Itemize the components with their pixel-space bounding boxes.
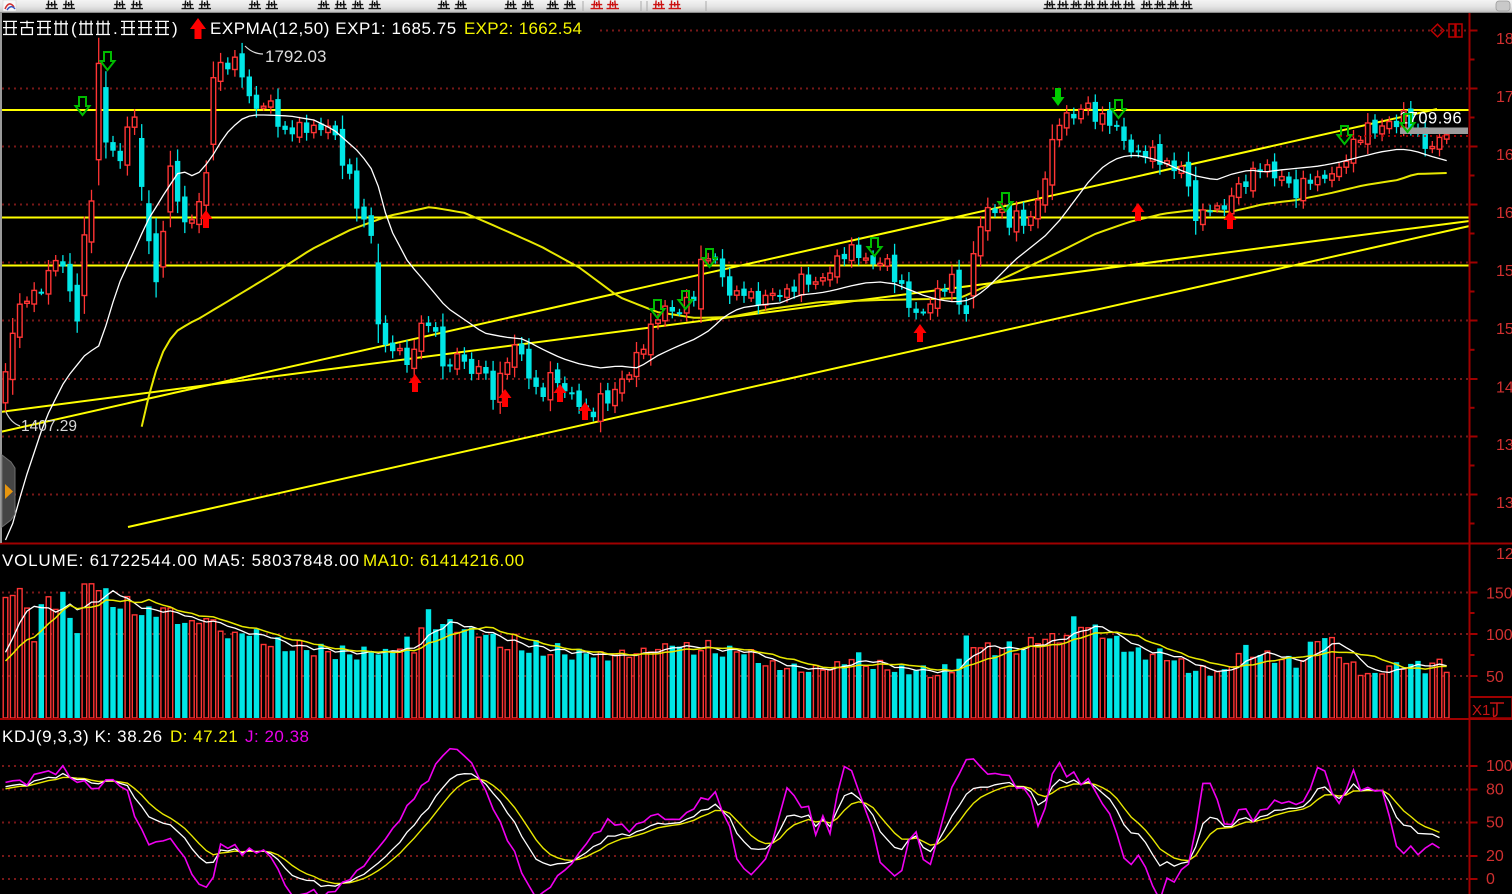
svg-text:KDJ(9,3,3) K: 38.26: KDJ(9,3,3) K: 38.26	[2, 727, 163, 746]
svg-text:EXPMA(12,50) EXP1: 1685.75: EXPMA(12,50) EXP1: 1685.75	[210, 19, 457, 38]
svg-text:1792.03: 1792.03	[265, 47, 326, 66]
svg-text:1444: 1444	[1496, 380, 1512, 397]
svg-text:1407.29: 1407.29	[21, 418, 77, 435]
svg-text:80: 80	[1486, 782, 1504, 799]
svg-text:(: (	[71, 19, 77, 38]
svg-text:20: 20	[1486, 848, 1504, 865]
svg-text:0: 0	[1486, 871, 1495, 888]
svg-text:1322: 1322	[1496, 495, 1512, 512]
svg-text:.: .	[113, 19, 118, 38]
svg-text:50: 50	[1486, 669, 1504, 686]
svg-text:EXP2: 1662.54: EXP2: 1662.54	[464, 19, 582, 38]
svg-text:D: 47.21: D: 47.21	[170, 727, 238, 746]
svg-text:1505: 1505	[1496, 321, 1512, 338]
svg-text:1383: 1383	[1496, 437, 1512, 454]
svg-text:J: 20.38: J: 20.38	[245, 727, 310, 746]
svg-text:): )	[172, 19, 178, 38]
svg-text:VOLUME: 61722544.00 MA5: 5803: VOLUME: 61722544.00 MA5: 58037848.00	[2, 551, 360, 570]
svg-text:100: 100	[1486, 627, 1512, 644]
svg-text:1749: 1749	[1496, 89, 1512, 106]
svg-text:1709.96: 1709.96	[1399, 110, 1462, 128]
svg-text:50: 50	[1486, 815, 1504, 832]
svg-text:X1: X1	[1472, 702, 1490, 719]
svg-text:100: 100	[1486, 758, 1512, 775]
svg-text:MA10: 61414216.00: MA10: 61414216.00	[363, 551, 525, 570]
svg-text:1688: 1688	[1496, 147, 1512, 164]
svg-text:1627: 1627	[1496, 205, 1512, 222]
svg-text:150: 150	[1486, 586, 1512, 603]
svg-text:1261: 1261	[1496, 546, 1512, 563]
svg-text:1566: 1566	[1496, 263, 1512, 280]
svg-text:1810: 1810	[1496, 31, 1512, 48]
